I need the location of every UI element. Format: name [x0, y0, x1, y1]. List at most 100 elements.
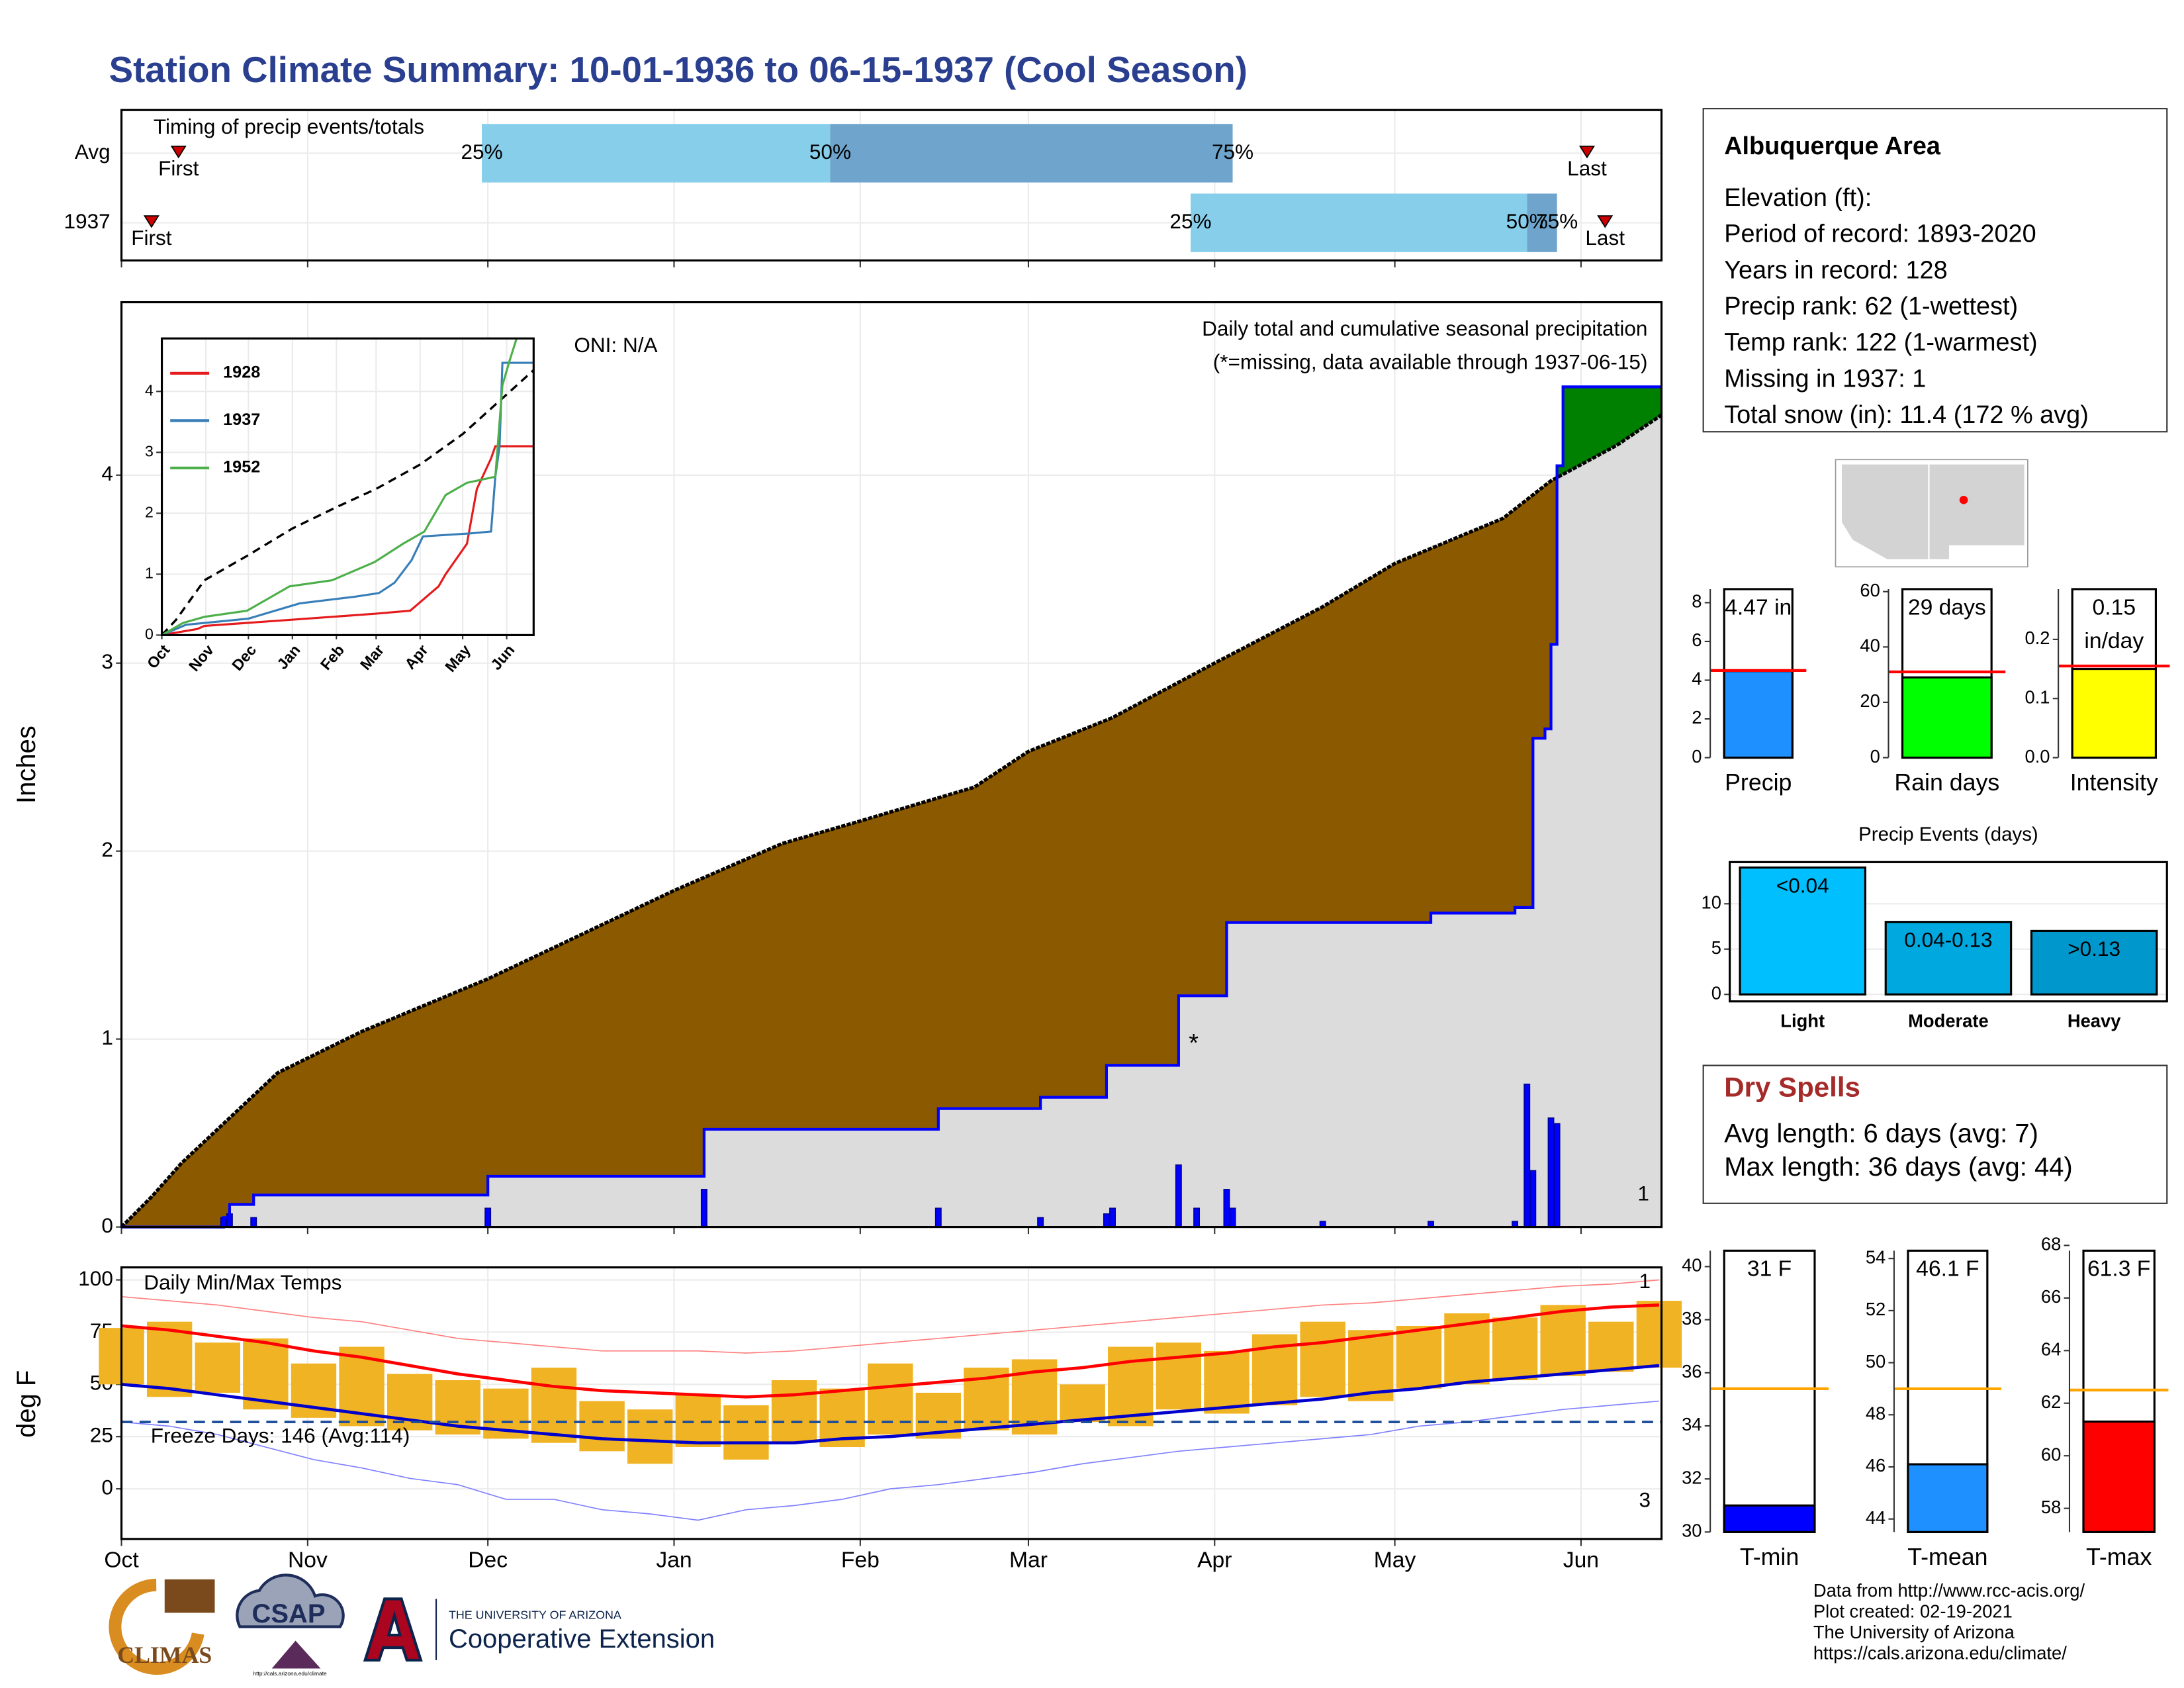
bar: [2030, 929, 2158, 996]
daily-precip-bar: [1229, 1207, 1236, 1228]
bar: [1901, 676, 1993, 759]
temp-range-bar: [723, 1405, 769, 1460]
missing-marker: *: [1189, 1029, 1199, 1057]
y-tick-label: 60: [1860, 580, 1880, 600]
x-tick-label: Light: [1780, 1011, 1825, 1031]
y-tick-label: 30: [1682, 1521, 1702, 1541]
logos: CLIMAS CSAP http://cals.arizona.edu/clim…: [109, 1573, 715, 1677]
y-tick-label: 32: [1682, 1467, 1702, 1487]
bar: [1739, 866, 1866, 996]
row-label: Avg: [75, 140, 111, 164]
bar: [1907, 1463, 1989, 1533]
y-tick-label: 36: [1682, 1361, 1702, 1382]
y-tick-label: 100: [78, 1266, 113, 1290]
avg-max-line: [121, 1303, 1659, 1399]
average-line: [120, 413, 1662, 1229]
dry-spells-title: Dry Spells: [1724, 1071, 1860, 1102]
quantile-label: 25%: [1169, 209, 1211, 233]
temp-range-bar: [1492, 1317, 1538, 1381]
bar: [1884, 921, 2013, 996]
y-tick-label: 20: [1860, 690, 1880, 711]
bar: [2082, 1420, 2156, 1533]
y-tick-label: 0: [1692, 746, 1702, 767]
chart-title: Daily total and cumulative seasonal prec…: [1202, 316, 1647, 340]
temp-range-bar: [146, 1321, 193, 1397]
y-tick-label: 64: [2041, 1339, 2061, 1360]
dry-spells-box: [1702, 1064, 2168, 1204]
temp-range-bar: [868, 1363, 913, 1435]
plot-frame: [120, 1266, 1663, 1540]
timing-bar: [1190, 193, 1527, 252]
inset-bg: [161, 338, 534, 635]
y-tick-label: 54: [1866, 1246, 1886, 1267]
temp-range-bar: [1156, 1342, 1202, 1410]
chart-subtitle: (*=missing, data available through 1937-…: [1213, 350, 1648, 373]
quantile-label: 75%: [1536, 209, 1578, 233]
event-marker: [1578, 146, 1596, 159]
y-tick-label: 0: [1711, 982, 1721, 1003]
y-axis-title: Inches: [12, 726, 41, 804]
quantile-label: 75%: [1212, 140, 1253, 164]
plot-frame: [120, 109, 1663, 262]
y-tick-label: 58: [2041, 1497, 2061, 1517]
plot-frame: [160, 337, 535, 636]
x-tick-label: Jan: [656, 1548, 692, 1572]
daily-precip-bar: [1175, 1164, 1182, 1228]
x-tick-label: Mar: [1009, 1548, 1048, 1572]
y-tick-label: 48: [1866, 1403, 1886, 1423]
logo-text: Cooperative Extension: [449, 1624, 715, 1654]
chart-title: Precip Events (days): [1858, 823, 2038, 845]
y-tick-label: 4: [1692, 669, 1702, 689]
temp-range-bar: [1204, 1350, 1250, 1414]
y-tick-label: 52: [1866, 1299, 1886, 1319]
info-line: Precip rank: 62 (1-wettest): [1724, 293, 2018, 320]
daily-precip-bar: [1553, 1123, 1561, 1228]
x-tick-label: Nov: [288, 1548, 328, 1572]
x-tick-label: Heavy: [2068, 1011, 2121, 1031]
record-min-line: [121, 1400, 1659, 1521]
temp-range-bar: [1588, 1321, 1634, 1372]
logo-text: THE UNIVERSITY OF ARIZONA: [449, 1608, 621, 1621]
info-line: Elevation (ft):: [1724, 184, 1872, 212]
y-tick-label: 2: [101, 837, 113, 861]
y-tick-label: 2: [1692, 707, 1702, 727]
event-label: First: [131, 226, 172, 250]
y-tick-label: 44: [1866, 1507, 1886, 1528]
bar: [2071, 667, 2158, 759]
series-line: [161, 338, 518, 635]
logo-text: CLIMAS: [117, 1642, 212, 1668]
stat-column: [1723, 1249, 1816, 1533]
category-label: Precip: [1725, 769, 1792, 796]
y-tick-label: 66: [2041, 1286, 2061, 1307]
temp-range-bar: [771, 1380, 817, 1443]
category-label: T-mean: [1907, 1544, 1987, 1570]
y-tick-label: 40: [1682, 1255, 1702, 1276]
bar-label: <0.04: [1776, 873, 1829, 897]
temp-range-bar: [1540, 1305, 1586, 1376]
record-max-line: [121, 1279, 1659, 1354]
y-tick-label: 46: [1866, 1455, 1886, 1476]
daily-precip-bar: [484, 1207, 492, 1228]
daily-precip-bar: [700, 1189, 707, 1228]
observed-area: [121, 414, 1662, 1227]
category-label: Rain days: [1894, 769, 1999, 796]
panel-title: Daily Min/Max Temps: [144, 1270, 341, 1294]
quantile-label: 25%: [461, 140, 503, 164]
category-label: T-max: [2086, 1544, 2152, 1570]
event-label: First: [158, 156, 199, 180]
y-tick-label: 0.1: [2025, 686, 2050, 707]
temp-range-bar: [1636, 1301, 1682, 1368]
temp-range-bar: [531, 1368, 577, 1443]
series-line: [161, 445, 534, 635]
x-tick-label: Feb: [841, 1548, 880, 1572]
observed-line: [121, 385, 1662, 1229]
temp-range-bar: [1348, 1330, 1394, 1401]
info-title: Albuquerque Area: [1724, 132, 1941, 160]
y-tick-label: 38: [1682, 1308, 1702, 1329]
daily-precip-bar: [934, 1207, 942, 1228]
y-tick-label: 0: [101, 1475, 113, 1499]
series-line: [161, 361, 534, 635]
y-tick-label: 25: [90, 1423, 113, 1447]
y-tick-label: 3: [145, 442, 154, 459]
